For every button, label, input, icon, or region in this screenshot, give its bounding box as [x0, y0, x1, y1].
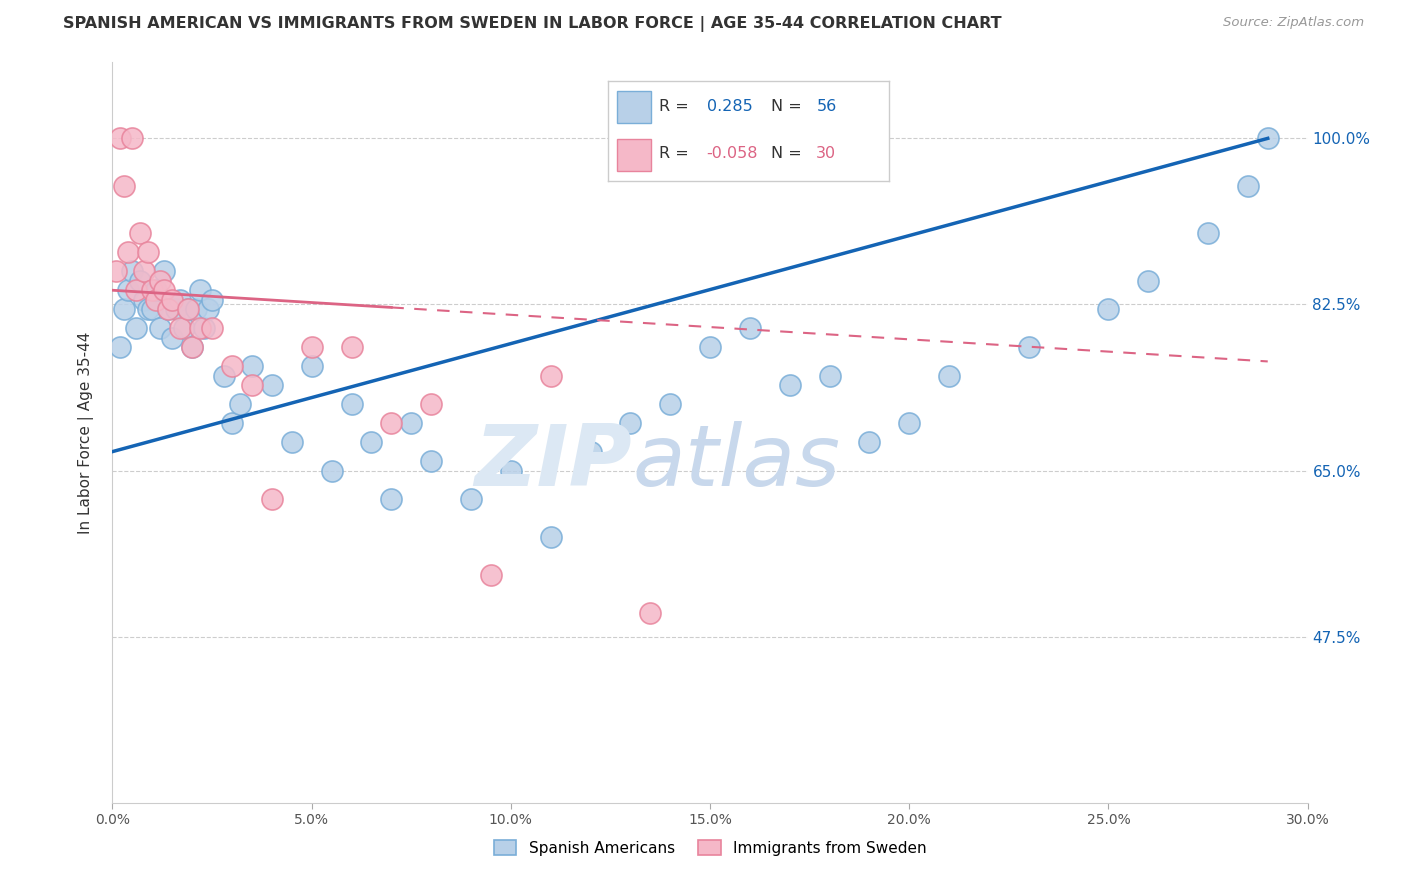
- Point: [181, 340, 204, 354]
- Point: [134, 264, 156, 278]
- Point: [138, 245, 160, 260]
- Point: [134, 293, 156, 307]
- Point: [619, 416, 641, 430]
- Point: [401, 416, 423, 430]
- Point: [212, 368, 235, 383]
- Point: [177, 302, 200, 317]
- Point: [340, 340, 363, 354]
- Point: [121, 264, 143, 278]
- Point: [260, 378, 283, 392]
- Point: [260, 491, 283, 506]
- Point: [138, 302, 160, 317]
- Point: [141, 283, 163, 297]
- Point: [858, 435, 880, 450]
- Legend: Spanish Americans, Immigrants from Sweden: Spanish Americans, Immigrants from Swede…: [488, 834, 932, 862]
- Point: [141, 302, 163, 317]
- Point: [281, 435, 304, 450]
- Point: [460, 491, 482, 506]
- Point: [162, 331, 183, 345]
- Point: [779, 378, 801, 392]
- Point: [321, 464, 343, 478]
- Point: [1237, 178, 1260, 193]
- Point: [105, 264, 128, 278]
- Point: [1097, 302, 1119, 317]
- Point: [1018, 340, 1040, 354]
- Point: [162, 293, 183, 307]
- Point: [579, 444, 602, 458]
- Point: [125, 321, 148, 335]
- Y-axis label: In Labor Force | Age 35-44: In Labor Force | Age 35-44: [77, 332, 94, 533]
- Point: [157, 302, 180, 317]
- Point: [499, 464, 522, 478]
- Point: [818, 368, 841, 383]
- Point: [420, 454, 443, 468]
- Point: [114, 178, 135, 193]
- Point: [301, 359, 323, 374]
- Point: [229, 397, 252, 411]
- Point: [169, 321, 191, 335]
- Point: [129, 227, 152, 241]
- Point: [181, 340, 204, 354]
- Point: [360, 435, 382, 450]
- Point: [420, 397, 443, 411]
- Point: [540, 368, 562, 383]
- Point: [145, 293, 167, 307]
- Point: [738, 321, 761, 335]
- Point: [699, 340, 721, 354]
- Point: [110, 340, 132, 354]
- Point: [117, 283, 139, 297]
- Point: [659, 397, 682, 411]
- Point: [380, 491, 402, 506]
- Point: [186, 302, 208, 317]
- Point: [938, 368, 960, 383]
- Point: [640, 606, 662, 620]
- Point: [129, 274, 152, 288]
- Point: [110, 131, 132, 145]
- Point: [898, 416, 921, 430]
- Point: [1257, 131, 1279, 145]
- Text: SPANISH AMERICAN VS IMMIGRANTS FROM SWEDEN IN LABOR FORCE | AGE 35-44 CORRELATIO: SPANISH AMERICAN VS IMMIGRANTS FROM SWED…: [63, 16, 1002, 32]
- Point: [117, 245, 139, 260]
- Point: [169, 293, 191, 307]
- Point: [173, 321, 195, 335]
- Point: [201, 321, 224, 335]
- Point: [1137, 274, 1160, 288]
- Point: [165, 302, 187, 317]
- Point: [188, 321, 211, 335]
- Point: [188, 283, 211, 297]
- Point: [114, 302, 135, 317]
- Point: [193, 321, 215, 335]
- Point: [240, 359, 263, 374]
- Point: [1197, 227, 1219, 241]
- Point: [340, 397, 363, 411]
- Point: [301, 340, 323, 354]
- Point: [153, 264, 176, 278]
- Point: [121, 131, 143, 145]
- Point: [380, 416, 402, 430]
- Point: [145, 283, 167, 297]
- Text: atlas: atlas: [633, 421, 841, 504]
- Point: [149, 274, 172, 288]
- Point: [479, 568, 502, 582]
- Point: [221, 359, 243, 374]
- Point: [177, 302, 200, 317]
- Point: [240, 378, 263, 392]
- Point: [125, 283, 148, 297]
- Point: [157, 302, 180, 317]
- Point: [197, 302, 219, 317]
- Text: ZIP: ZIP: [475, 421, 633, 504]
- Point: [153, 283, 176, 297]
- Point: [540, 530, 562, 544]
- Point: [149, 321, 172, 335]
- Text: Source: ZipAtlas.com: Source: ZipAtlas.com: [1223, 16, 1364, 29]
- Point: [221, 416, 243, 430]
- Point: [201, 293, 224, 307]
